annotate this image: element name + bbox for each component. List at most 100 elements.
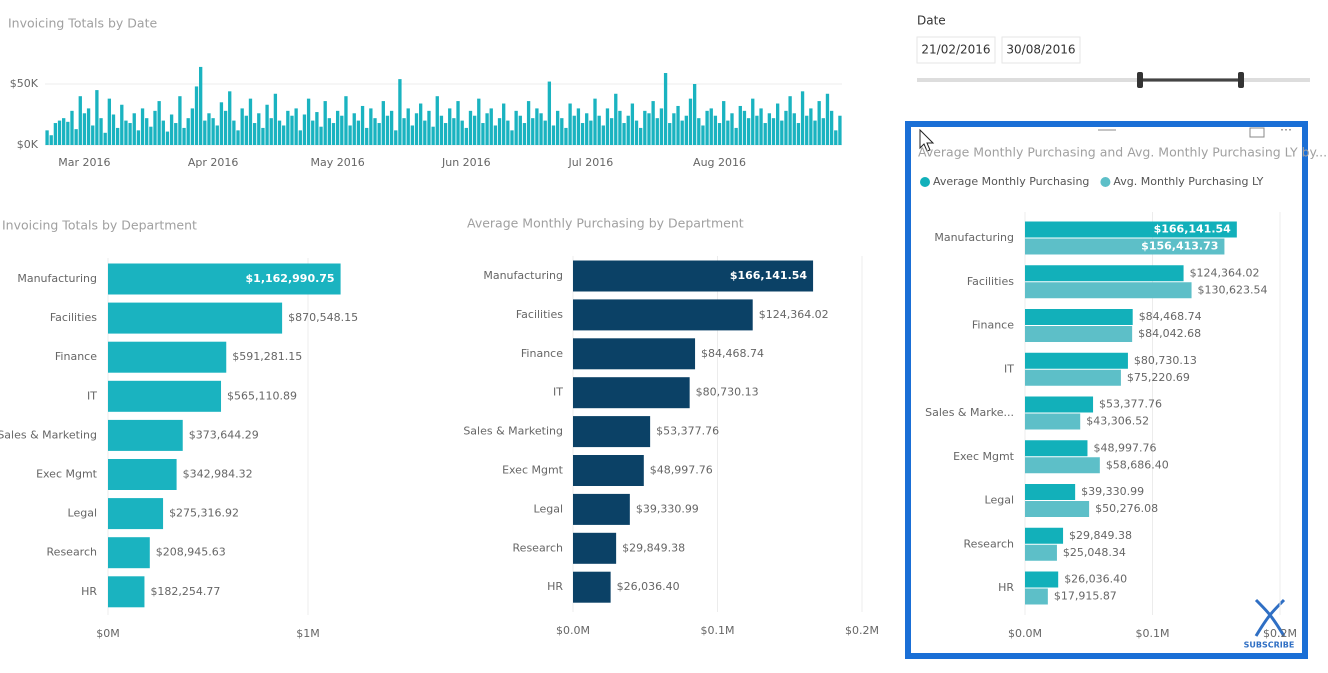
data-label: $84,042.68: [1138, 327, 1201, 340]
bar: [132, 113, 136, 145]
bar: [742, 110, 747, 145]
chart-title: Average Monthly Purchasing and Avg. Mont…: [918, 145, 1327, 160]
start-date[interactable]: 21/02/2016: [921, 43, 990, 57]
legend-swatch: [920, 177, 930, 187]
data-label: $870,548.15: [288, 311, 358, 324]
bar: [573, 416, 651, 448]
bar: [614, 93, 618, 145]
bar: [261, 127, 265, 145]
bar: [568, 103, 572, 145]
chart-title: Invoicing Totals by Date: [8, 16, 157, 31]
bar: [124, 120, 128, 145]
bar: [676, 105, 680, 145]
y-tick-label: Sales & Marketing: [0, 428, 97, 441]
data-label: $208,945.63: [156, 546, 226, 559]
bar: [580, 123, 585, 145]
bar: [514, 110, 518, 145]
bar: [439, 115, 444, 145]
slider-handle[interactable]: [1238, 72, 1244, 88]
bar: [344, 96, 348, 145]
end-date[interactable]: 30/08/2016: [1006, 43, 1075, 57]
bar: [1025, 588, 1048, 605]
more-icon[interactable]: ⋯: [1280, 123, 1292, 137]
bar: [70, 110, 74, 145]
bar: [601, 125, 605, 145]
data-label: $48,997.76: [1093, 441, 1156, 454]
chart-title: Average Monthly Purchasing by Department: [467, 216, 744, 231]
y-tick-label: Manufacturing: [934, 231, 1014, 244]
bar: [190, 108, 195, 145]
bar: [526, 101, 531, 145]
bar: [726, 120, 730, 145]
bar: [672, 113, 676, 145]
bar: [1025, 265, 1184, 282]
bar: [1025, 352, 1128, 369]
bar: [410, 125, 415, 145]
bar: [564, 127, 568, 145]
bar: [53, 123, 58, 145]
date-box[interactable]: [916, 36, 996, 64]
y-tick-label: Facilities: [516, 308, 563, 321]
data-label: $84,468.74: [701, 347, 764, 360]
bar: [111, 114, 116, 145]
data-label: $130,623.54: [1198, 283, 1268, 296]
bar: [805, 115, 809, 145]
x-tick-label: Jul 2016: [567, 156, 613, 169]
bar: [107, 98, 112, 145]
data-label: $53,377.76: [656, 425, 719, 438]
y-tick-label: Manufacturing: [483, 269, 563, 282]
bar: [746, 118, 751, 145]
bar: [518, 115, 522, 145]
date-box[interactable]: [1001, 36, 1081, 64]
data-label: $17,915.87: [1054, 590, 1117, 603]
bar: [219, 102, 224, 145]
bar: [639, 127, 643, 145]
subscribe-badge[interactable]: SUBSCRIBE: [1244, 598, 1295, 650]
y-tick-label: HR: [547, 580, 563, 593]
x-tick-label: $0.2M: [845, 624, 879, 637]
data-label: $80,730.13: [696, 386, 759, 399]
bar: [663, 73, 668, 145]
bar: [277, 120, 282, 145]
bar: [286, 110, 290, 145]
y-tick-label: Facilities: [967, 275, 1014, 288]
bar: [194, 86, 199, 145]
bar: [477, 98, 481, 145]
bar: [435, 96, 439, 145]
y-tick-label: $0K: [17, 138, 39, 151]
bar: [788, 96, 792, 145]
badge-text[interactable]: SUBSCRIBE: [1244, 641, 1295, 650]
y-tick-label: Finance: [972, 319, 1014, 332]
legend-label: Average Monthly Purchasing: [933, 175, 1089, 188]
data-label: $84,468.74: [1139, 310, 1202, 323]
y-tick-label: Exec Mgmt: [953, 450, 1015, 463]
y-tick-label: Sales & Marke...: [925, 406, 1014, 419]
bar: [709, 108, 713, 145]
focus-icon[interactable]: [1249, 127, 1265, 138]
bar: [464, 127, 468, 145]
bar: [331, 123, 336, 145]
bar: [115, 127, 120, 145]
bar: [352, 113, 356, 145]
selection-frame: [905, 121, 1308, 659]
bar: [1025, 238, 1225, 255]
data-label: $80,730.13: [1134, 354, 1197, 367]
bar: [369, 108, 373, 145]
y-tick-label: Legal: [68, 507, 97, 520]
bar: [1025, 457, 1100, 474]
bar: [348, 125, 352, 145]
legend-label: Avg. Monthly Purchasing LY: [1113, 175, 1263, 188]
x-tick-label: Aug 2016: [693, 156, 746, 169]
bar: [1025, 413, 1081, 430]
bar: [771, 118, 776, 145]
bar: [555, 110, 560, 145]
slider-handle[interactable]: [1137, 72, 1143, 88]
data-label: $50,276.08: [1095, 502, 1158, 515]
bar: [647, 113, 651, 145]
bar: [91, 125, 95, 145]
bar: [701, 125, 705, 145]
data-label: $26,036.40: [1064, 573, 1127, 586]
bar: [315, 112, 319, 145]
bar: [319, 126, 323, 145]
